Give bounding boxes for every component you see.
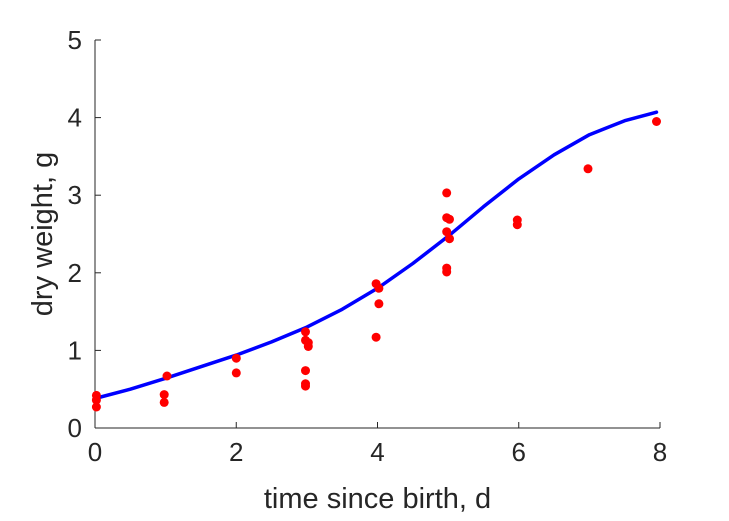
data-point: [301, 327, 310, 337]
data-point: [91, 395, 101, 405]
data-point: [442, 227, 452, 237]
data-point: [512, 220, 522, 230]
data-point: [374, 283, 384, 293]
y-axis-label: dry weight, g: [27, 152, 59, 316]
axes: [94, 40, 660, 429]
data-point: [442, 267, 452, 277]
y-tick-label: 1: [68, 335, 82, 365]
data-point: [445, 214, 454, 224]
x-tick-label: 8: [653, 437, 667, 467]
fit-curve: [93, 110, 659, 401]
data-point: [162, 371, 172, 381]
data-point: [159, 390, 169, 400]
y-ticks: 0 1 2 3 4 5: [68, 25, 101, 443]
data-point: [91, 402, 101, 412]
y-tick-label: 0: [68, 413, 82, 443]
x-axis-label: time since birth, d: [264, 483, 491, 515]
data-point: [231, 353, 241, 363]
x-tick-label: 2: [229, 437, 243, 467]
y-tick-label: 2: [68, 258, 82, 288]
y-tick-label: 3: [68, 180, 82, 210]
y-tick-label: 5: [68, 25, 82, 55]
data-point: [445, 234, 454, 244]
data-point: [371, 332, 381, 342]
data-point: [652, 117, 661, 126]
data-point: [374, 299, 384, 309]
data-point: [159, 397, 169, 407]
x-tick-label: 0: [88, 437, 102, 467]
x-tick-label: 6: [512, 437, 526, 467]
data-point: [231, 368, 241, 378]
data-point: [583, 164, 593, 174]
y-tick-label: 4: [68, 103, 82, 133]
x-tick-label: 4: [370, 437, 384, 467]
data-point: [301, 366, 310, 376]
data-point: [301, 381, 310, 391]
data-point: [303, 342, 313, 351]
x-ticks: 0 2 4 6 8: [88, 422, 667, 467]
data-point: [442, 188, 452, 198]
plot-area: [91, 110, 661, 412]
